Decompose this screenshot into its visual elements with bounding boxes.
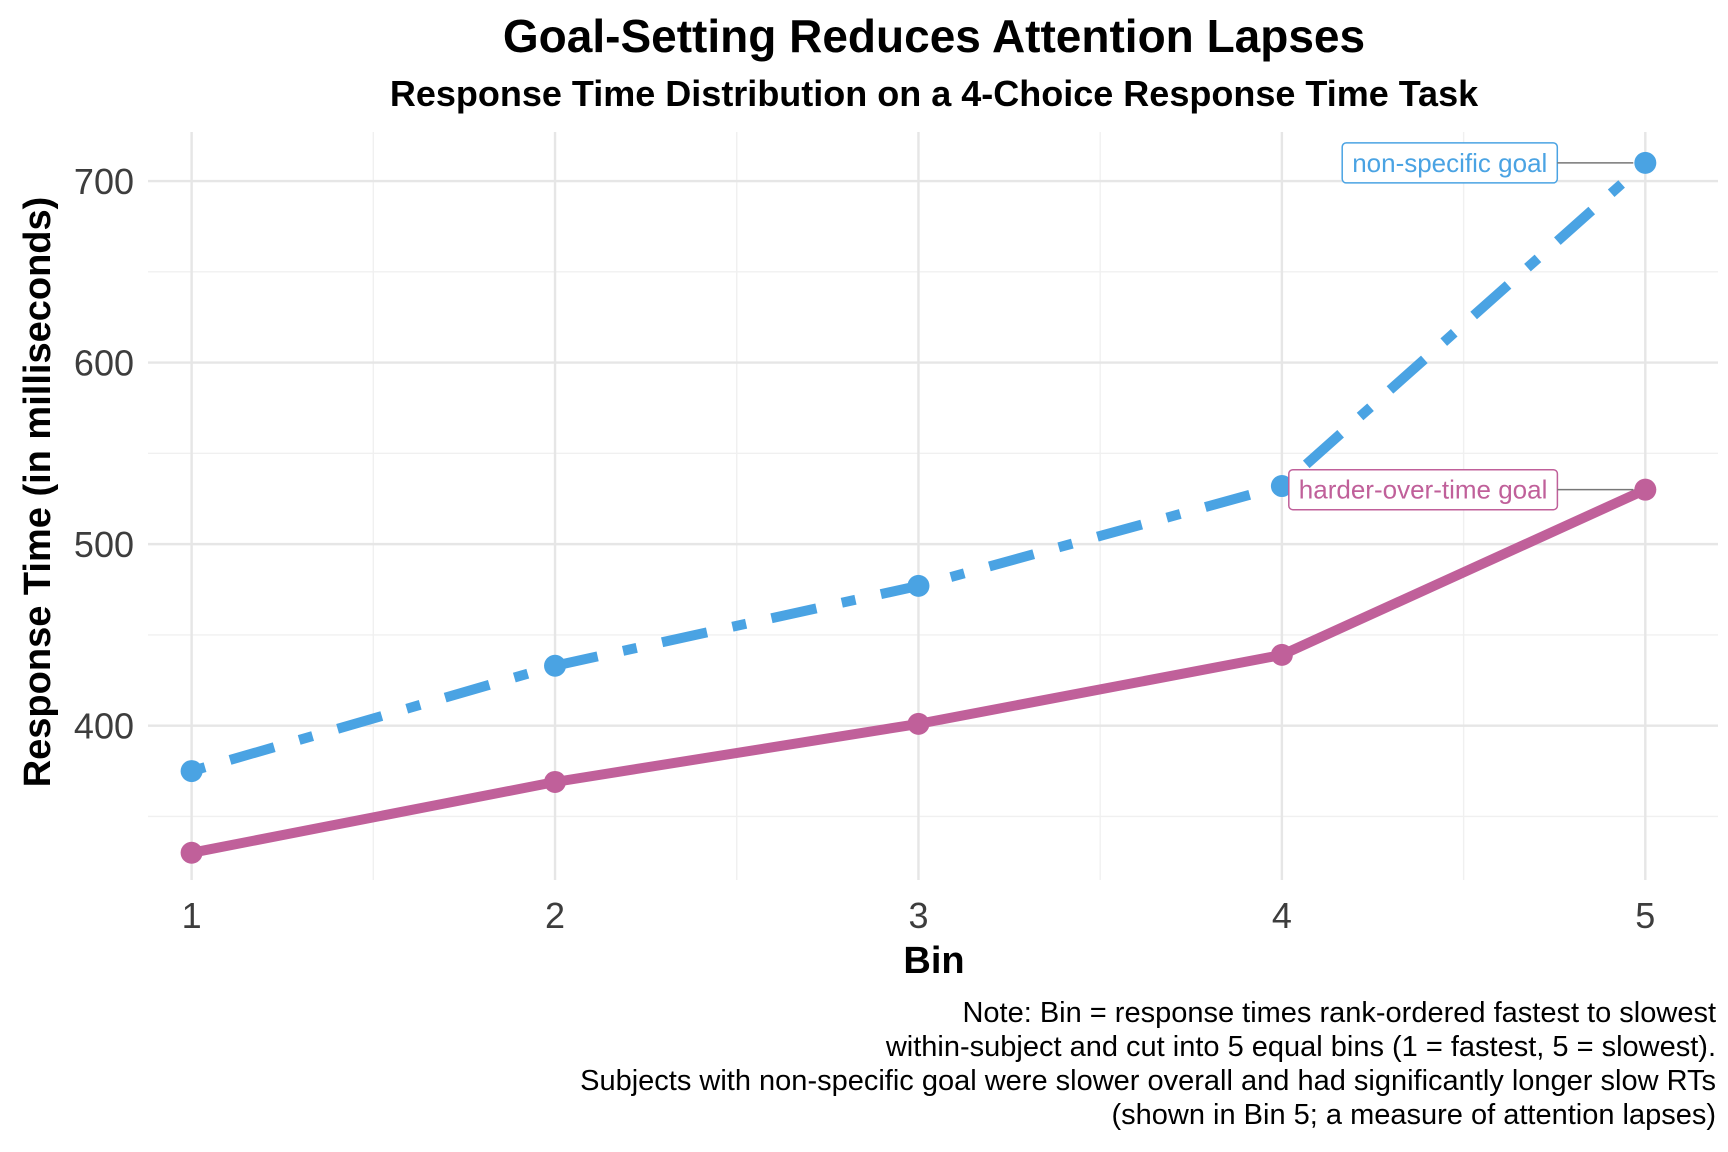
y-tick-label: 700: [74, 161, 134, 202]
caption-line: Subjects with non-specific goal were slo…: [580, 1065, 1716, 1097]
x-tick-label: 3: [908, 895, 928, 936]
data-point-harder-over-time-goal: [1634, 478, 1657, 501]
y-tick-label: 500: [74, 524, 134, 565]
data-point-harder-over-time-goal: [544, 770, 567, 793]
series-labels: non-specific goal harder-over-time goal: [1288, 142, 1634, 511]
chart-caption: Note: Bin = response times rank-ordered …: [580, 997, 1716, 1131]
x-axis-title: Bin: [903, 940, 964, 982]
series-points: [180, 151, 1657, 864]
data-point-harder-over-time-goal: [1270, 643, 1293, 666]
axis-ticks: 1 2 3 4 5 400 500 600 700: [74, 161, 1655, 936]
x-tick-label: 4: [1272, 895, 1292, 936]
chart-subtitle: Response Time Distribution on a 4-Choice…: [390, 73, 1479, 114]
series-label-box: [1341, 142, 1559, 184]
x-tick-label: 1: [182, 895, 202, 936]
caption-line: within-subject and cut into 5 equal bins…: [885, 1031, 1716, 1063]
caption-line: (shown in Bin 5; a measure of attention …: [1112, 1099, 1717, 1131]
series-label-harder-over-time-goal: harder-over-time goal: [1288, 468, 1634, 511]
data-point-non-specific-goal: [1634, 151, 1657, 174]
chart-title: Goal-Setting Reduces Attention Lapses: [503, 10, 1365, 62]
data-point-harder-over-time-goal: [180, 841, 203, 864]
data-point-non-specific-goal: [180, 760, 203, 783]
x-tick-label: 2: [545, 895, 565, 936]
data-point-non-specific-goal: [907, 574, 930, 597]
grid: [148, 132, 1718, 880]
y-tick-label: 400: [74, 706, 134, 747]
series-label-text: non-specific goal: [1352, 148, 1547, 178]
series-label-text: harder-over-time goal: [1299, 475, 1548, 505]
data-point-harder-over-time-goal: [907, 712, 930, 735]
y-axis-title: Response Time (in milliseconds): [17, 197, 59, 788]
data-point-non-specific-goal: [544, 654, 567, 677]
caption-line: Note: Bin = response times rank-ordered …: [962, 997, 1716, 1029]
y-tick-label: 600: [74, 343, 134, 384]
series-label-non-specific-goal: non-specific goal: [1341, 142, 1634, 184]
data-point-non-specific-goal: [1270, 475, 1293, 498]
x-tick-label: 5: [1635, 895, 1655, 936]
